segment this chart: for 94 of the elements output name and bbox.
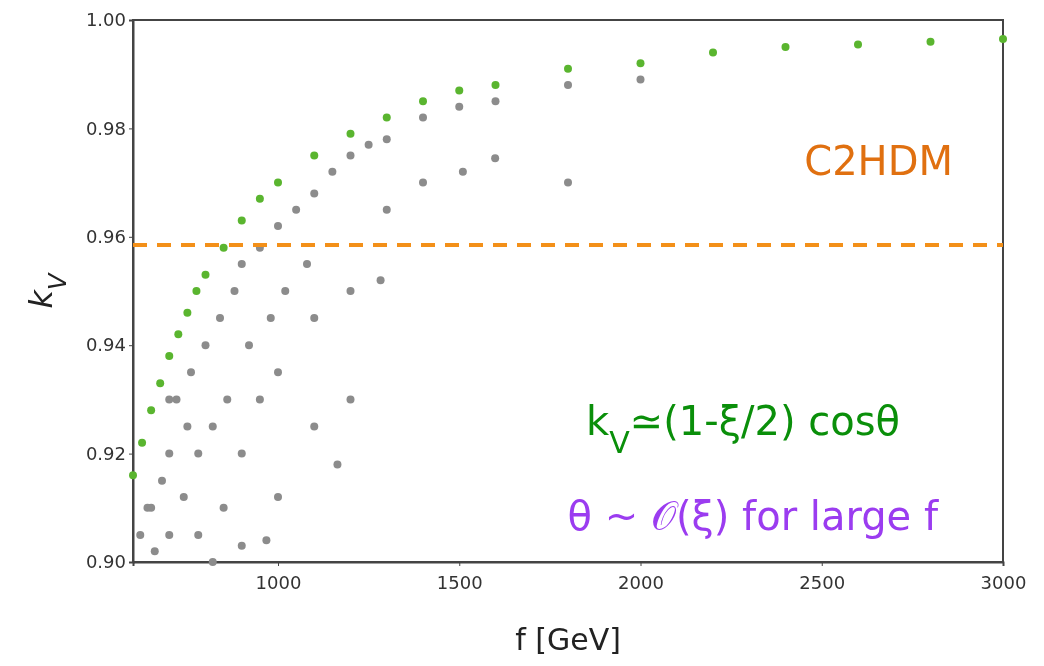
point xyxy=(274,178,282,187)
y-tick-label: 0.96 xyxy=(85,226,126,248)
point xyxy=(382,113,391,122)
point xyxy=(147,406,156,415)
point xyxy=(333,460,342,469)
point xyxy=(709,48,717,57)
point xyxy=(636,59,645,68)
point xyxy=(194,449,203,458)
point xyxy=(455,86,464,95)
point xyxy=(192,287,201,295)
y-tick-label: 0.98 xyxy=(85,117,126,139)
x-tick-label: 2000 xyxy=(618,571,664,593)
point xyxy=(194,530,203,539)
point xyxy=(219,503,228,512)
point xyxy=(138,438,147,447)
point xyxy=(346,395,355,404)
point xyxy=(172,395,181,404)
point xyxy=(183,308,192,317)
point xyxy=(201,270,210,279)
annotation: θ ~ 𝒪(ξ) for large f xyxy=(567,493,939,539)
point xyxy=(346,151,355,160)
point xyxy=(636,75,645,84)
point xyxy=(179,492,188,501)
point xyxy=(382,205,391,214)
point xyxy=(328,167,337,176)
point xyxy=(237,259,246,268)
point xyxy=(201,341,210,350)
point xyxy=(310,314,319,323)
point xyxy=(455,102,464,111)
point xyxy=(491,97,500,106)
x-tick-label: 2500 xyxy=(799,571,846,593)
y-tick-label: 0.92 xyxy=(85,442,126,464)
point xyxy=(129,471,137,480)
point xyxy=(274,221,282,230)
point xyxy=(237,541,246,550)
y-tick-label: 1.00 xyxy=(85,9,126,31)
point xyxy=(165,352,174,361)
point xyxy=(926,37,935,46)
annotation: C2HDM xyxy=(804,138,953,184)
point xyxy=(491,154,500,163)
point xyxy=(165,395,174,404)
point xyxy=(174,330,183,339)
point xyxy=(187,368,195,377)
x-tick-label: 3000 xyxy=(980,571,1027,593)
point xyxy=(419,97,427,106)
x-tick-label: 1000 xyxy=(255,571,302,593)
point xyxy=(564,178,572,187)
point xyxy=(208,558,217,566)
point xyxy=(419,178,427,187)
point xyxy=(564,81,572,90)
point xyxy=(165,530,174,539)
point xyxy=(310,422,319,431)
point xyxy=(274,492,282,501)
point xyxy=(364,140,373,149)
point xyxy=(491,81,500,90)
point xyxy=(255,194,264,203)
point xyxy=(281,287,290,295)
point xyxy=(255,395,264,404)
x-axis-title: f [GeV] xyxy=(515,622,621,657)
point xyxy=(781,43,790,52)
point xyxy=(165,449,174,458)
point xyxy=(266,314,275,323)
point xyxy=(158,476,166,485)
point xyxy=(274,368,282,377)
point xyxy=(156,379,165,388)
point xyxy=(262,536,271,545)
point xyxy=(223,395,232,404)
annotation: k$_{V}$≃(1-ξ/2) cosθ xyxy=(585,398,900,460)
point xyxy=(237,449,246,458)
point xyxy=(346,129,355,138)
x-tick-label: 1500 xyxy=(436,571,483,593)
point xyxy=(419,113,427,122)
point xyxy=(303,259,311,268)
y-tick-label: 0.90 xyxy=(85,551,126,573)
point xyxy=(310,189,319,198)
point xyxy=(382,135,391,144)
point xyxy=(237,216,246,225)
point xyxy=(292,205,301,214)
point xyxy=(230,287,239,295)
point xyxy=(216,314,224,323)
y-tick-label: 0.94 xyxy=(85,334,126,356)
point xyxy=(376,276,385,285)
point xyxy=(208,422,217,431)
point xyxy=(310,151,319,160)
point xyxy=(564,64,572,73)
point xyxy=(245,341,253,350)
point xyxy=(854,40,862,49)
point xyxy=(183,422,192,431)
point xyxy=(150,547,159,556)
point xyxy=(219,243,228,252)
point xyxy=(136,530,145,539)
point xyxy=(458,167,467,176)
point xyxy=(999,34,1007,43)
point xyxy=(346,287,355,295)
